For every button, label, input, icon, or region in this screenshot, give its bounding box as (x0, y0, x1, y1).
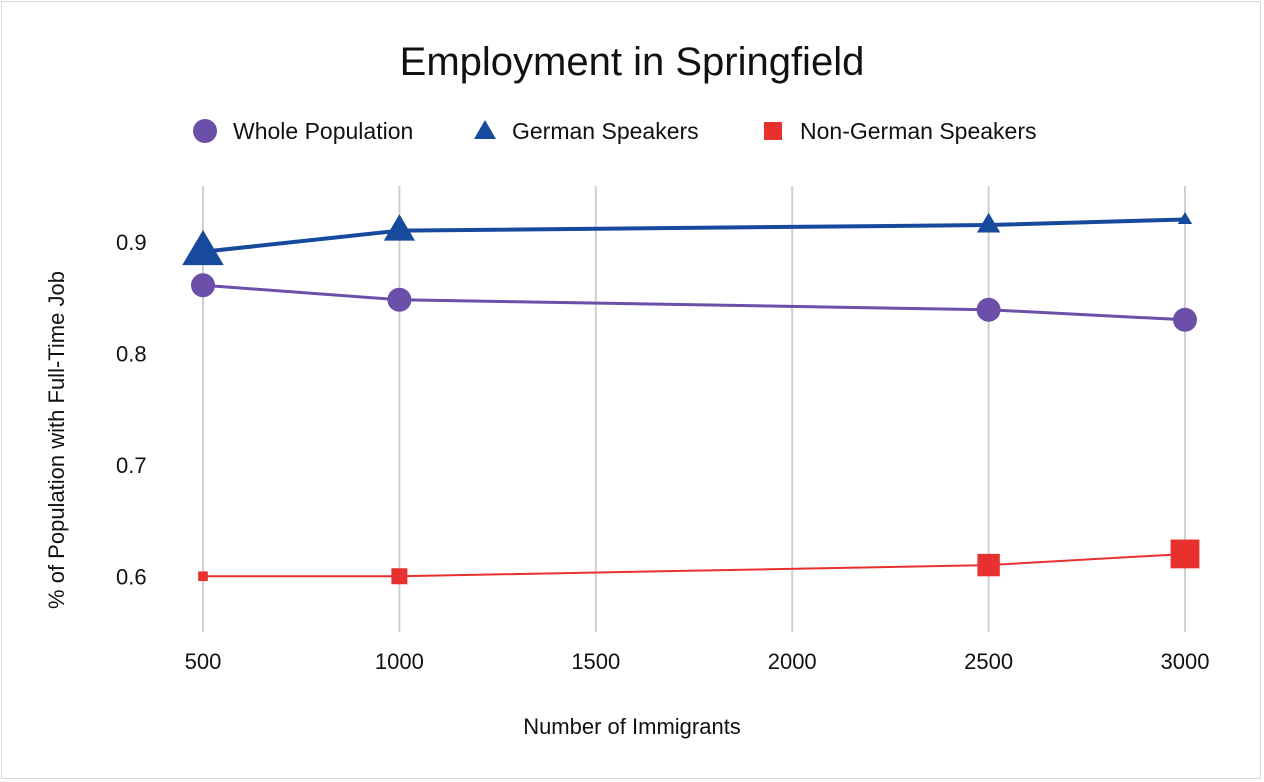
y-tick-label-0.6: 0.6 (116, 564, 147, 589)
x-tick-label-1000: 1000 (375, 649, 424, 674)
data-point-german-speakers-1000 (383, 214, 415, 241)
data-point-german-speakers-2500 (976, 212, 1001, 233)
y-tick-label-0.7: 0.7 (116, 453, 147, 478)
legend-triangle-icon (474, 120, 496, 139)
legend-label-german-speakers: German Speakers (512, 117, 699, 144)
series-line-whole-population (202, 283, 1186, 322)
x-tick-label-2000: 2000 (768, 649, 817, 674)
y-tick-label-0.9: 0.9 (116, 230, 147, 255)
series-line-non-german-speakers (203, 552, 1186, 578)
y-tick-label-0.8: 0.8 (116, 341, 147, 366)
data-point-german-speakers-500 (182, 229, 224, 266)
data-point-non-german-speakers-500 (198, 571, 208, 582)
data-point-non-german-speakers-2500 (977, 553, 1000, 577)
data-point-whole-population-500 (191, 273, 215, 298)
x-tick-label-3000: 3000 (1161, 649, 1210, 674)
legend-label-whole-population: Whole Population (233, 117, 414, 144)
y-axis-label: % of Population with Full-Time Job (44, 271, 69, 609)
x-axis-label: Number of Immigrants (523, 714, 741, 739)
data-point-whole-population-1000 (387, 287, 412, 312)
x-tick-label-500: 500 (185, 649, 222, 674)
legend: Whole Population German Speakers Non-Ger… (0, 114, 1264, 148)
legend-item-german-speakers: German Speakers (470, 114, 699, 148)
legend-item-whole-population: Whole Population (191, 114, 413, 148)
legend-square-icon (764, 122, 782, 140)
x-tick-label-2500: 2500 (964, 649, 1013, 674)
data-point-non-german-speakers-1000 (391, 568, 408, 585)
chart-title: Employment in Springfield (399, 40, 865, 84)
series-line-german-speakers (202, 217, 1186, 254)
data-point-whole-population-3000 (1173, 307, 1197, 332)
data-point-german-speakers-3000 (1177, 211, 1193, 225)
legend-item-non-german-speakers: Non-German Speakers (758, 114, 1037, 148)
legend-label-non-german-speakers: Non-German Speakers (800, 117, 1037, 144)
x-tick-label-1500: 1500 (571, 649, 620, 674)
data-point-non-german-speakers-3000 (1170, 539, 1200, 569)
data-point-whole-population-2500 (976, 297, 1001, 322)
legend-circle-icon (193, 119, 217, 143)
